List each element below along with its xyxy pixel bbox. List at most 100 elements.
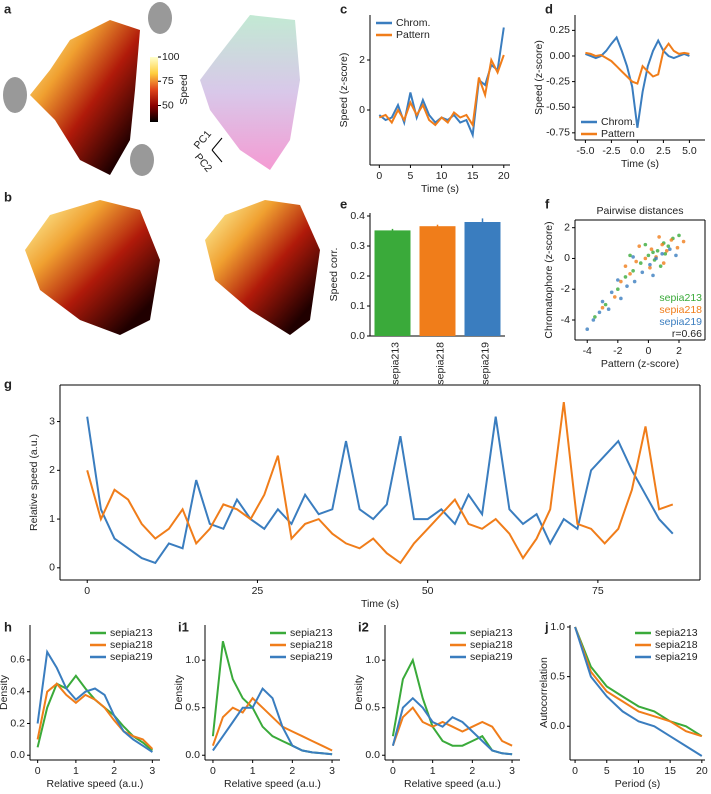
point [643, 256, 648, 261]
point [632, 279, 637, 284]
axis-label: Period (s) [615, 778, 661, 790]
point [677, 233, 681, 238]
point [597, 310, 602, 315]
panel-label: i2 [358, 619, 369, 634]
y-tick-label: 0.5 [365, 701, 380, 713]
annotation: PC1 [192, 128, 214, 151]
y-tick-label: 0.0 [365, 749, 380, 761]
y-tick-label: 1 [49, 513, 55, 525]
y-tick-label: 1.0 [550, 621, 565, 633]
line [36, 649, 153, 753]
y-tick-label: -0.50 [546, 101, 570, 113]
axis-label: Chromatophore (z-score) [543, 221, 555, 338]
point [648, 265, 652, 270]
x-tick-label: 10 [633, 765, 645, 777]
axis-label: Pattern (z-score) [601, 358, 679, 370]
x-tick-label: sepia218 [434, 342, 446, 385]
y-tick-label: 3 [49, 415, 55, 427]
legend-label: sepia219 [655, 651, 698, 663]
cuttlefish-image [148, 2, 172, 34]
axis-label: Time (s) [361, 598, 399, 610]
axis-label: Density [353, 674, 365, 710]
y-tick-label: 0.25 [550, 24, 571, 36]
y-tick-label: 2 [49, 464, 55, 476]
bar [464, 222, 501, 336]
x-tick-label: 3 [329, 765, 335, 777]
point [638, 261, 643, 265]
y-tick-label: 0.00 [550, 50, 571, 62]
y-tick-label: 1.0 [185, 654, 200, 666]
axis-label: Time (s) [621, 158, 659, 170]
axis-label: Speed (z-score) [338, 53, 350, 128]
axis-label: Relative speed (a.u.) [404, 778, 501, 790]
legend-label: sepia219 [659, 316, 702, 328]
heatmap [205, 200, 320, 335]
y-tick-label: 2 [564, 221, 570, 233]
axis-label: Relative speed (a.u.) [224, 778, 321, 790]
line [391, 706, 513, 747]
point [606, 307, 611, 312]
y-tick-label: 100 [162, 51, 180, 63]
x-tick-label: 1 [430, 765, 436, 777]
legend-label: sepia213 [655, 627, 698, 639]
panel-label: a [4, 1, 12, 16]
point [669, 238, 674, 242]
y-tick-label: 2 [359, 54, 365, 66]
axis-label: Relative speed (a.u.) [47, 778, 144, 790]
y-tick-label: -0.25 [546, 75, 570, 87]
line [211, 696, 333, 752]
arrow [211, 137, 223, 151]
panel-label: h [4, 619, 12, 634]
y-tick-label: 75 [162, 75, 174, 87]
heatmap [30, 20, 140, 175]
point [646, 253, 651, 258]
cuttlefish-image [130, 144, 154, 176]
point [603, 302, 608, 307]
y-tick-label: 0 [359, 104, 365, 116]
x-tick-label: 5 [604, 765, 610, 777]
point [648, 262, 652, 267]
axis-label: Relative speed (a.u.) [28, 434, 40, 531]
point [628, 272, 632, 276]
x-tick-label: -4 [583, 345, 592, 357]
bar [419, 226, 456, 336]
axis-label: Speed (z-score) [533, 40, 545, 115]
point [663, 252, 668, 256]
x-tick-label: 2 [289, 765, 295, 777]
x-tick-label: 1 [250, 765, 256, 777]
x-tick-label: 25 [252, 585, 264, 597]
point [675, 245, 680, 250]
point [628, 253, 632, 258]
point [664, 248, 669, 253]
panel-label: c [340, 1, 347, 16]
point [616, 287, 620, 292]
point [623, 275, 628, 279]
x-tick-label: 3 [149, 765, 155, 777]
axis-label: Autocorrelation [538, 657, 550, 728]
legend-label: Chrom. [601, 116, 635, 128]
y-tick-label: 1.0 [365, 654, 380, 666]
x-tick-label: 2 [469, 765, 475, 777]
cuttlefish-image [3, 77, 27, 113]
x-tick-label: -2.5 [602, 145, 620, 157]
y-tick-label: 0 [564, 252, 570, 264]
legend-label: Pattern [601, 128, 635, 140]
legend-label: sepia213 [290, 627, 333, 639]
chart-title: Pairwise distances [597, 205, 684, 217]
x-tick-label: 20 [696, 765, 708, 777]
point [643, 242, 648, 247]
line [574, 626, 703, 738]
x-tick-label: 0 [84, 585, 90, 597]
x-tick-label: 15 [467, 170, 479, 182]
x-tick-label: -2 [613, 345, 622, 357]
arrow [211, 149, 223, 163]
x-tick-label: 5 [408, 170, 414, 182]
point [660, 242, 664, 247]
y-tick-label: 50 [162, 99, 174, 111]
point [623, 264, 628, 268]
point [600, 305, 605, 310]
line [378, 54, 505, 128]
point [649, 247, 654, 252]
point [654, 256, 658, 261]
